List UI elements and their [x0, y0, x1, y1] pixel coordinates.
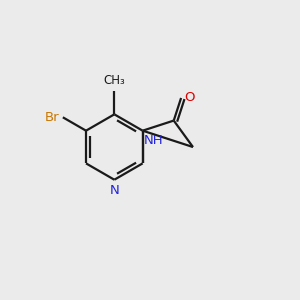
- Text: N: N: [110, 184, 119, 197]
- Text: O: O: [185, 92, 195, 104]
- Text: NH: NH: [144, 134, 164, 147]
- Text: CH₃: CH₃: [103, 74, 125, 87]
- Text: Br: Br: [45, 111, 59, 124]
